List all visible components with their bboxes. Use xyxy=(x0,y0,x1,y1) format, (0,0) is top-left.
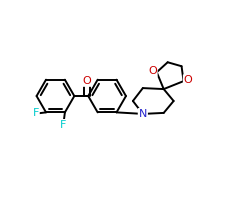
Text: O: O xyxy=(83,76,92,86)
Text: F: F xyxy=(60,120,66,130)
Text: O: O xyxy=(184,75,192,85)
Text: F: F xyxy=(32,108,39,118)
Text: N: N xyxy=(139,109,147,119)
Text: O: O xyxy=(148,66,157,76)
